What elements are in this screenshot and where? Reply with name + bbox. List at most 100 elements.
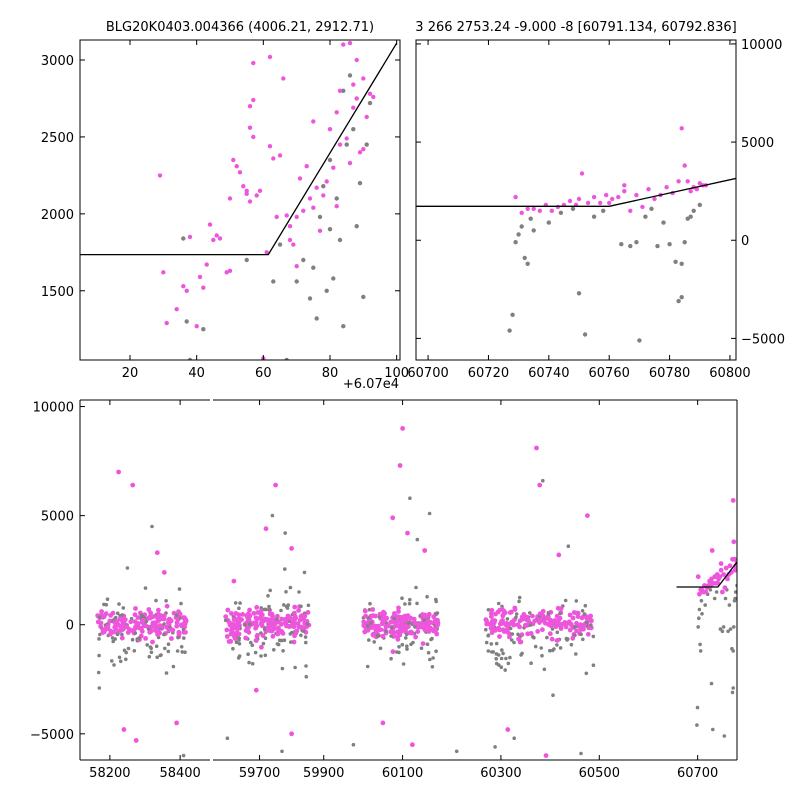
secondary-point bbox=[293, 665, 297, 670]
secondary-point bbox=[493, 745, 497, 749]
secondary-point bbox=[503, 668, 508, 672]
secondary-point bbox=[155, 655, 159, 660]
primary-point bbox=[435, 623, 440, 628]
secondary-point bbox=[120, 632, 124, 637]
secondary-point bbox=[584, 671, 589, 676]
primary-point bbox=[525, 206, 530, 211]
primary-point bbox=[409, 630, 415, 636]
secondary-point bbox=[576, 291, 582, 296]
primary-point bbox=[253, 687, 259, 693]
secondary-point bbox=[294, 279, 299, 284]
primary-point bbox=[100, 627, 106, 632]
secondary-point bbox=[712, 596, 717, 601]
secondary-point bbox=[344, 142, 349, 147]
secondary-point bbox=[430, 665, 435, 669]
primary-point bbox=[401, 624, 407, 630]
primary-point bbox=[578, 627, 584, 632]
secondary-point bbox=[125, 566, 130, 570]
secondary-point bbox=[546, 612, 551, 616]
secondary-point bbox=[591, 214, 597, 219]
secondary-point bbox=[507, 328, 512, 333]
secondary-point bbox=[262, 627, 267, 631]
secondary-point bbox=[591, 663, 596, 667]
primary-point bbox=[547, 617, 552, 623]
secondary-point bbox=[733, 590, 737, 594]
primary-point bbox=[524, 614, 530, 620]
primary-point bbox=[211, 237, 216, 243]
primary-point bbox=[399, 620, 404, 626]
primary-point bbox=[176, 609, 181, 614]
primary-point bbox=[217, 236, 223, 241]
primary-point bbox=[383, 624, 389, 629]
primary-point bbox=[622, 183, 627, 188]
secondary-point bbox=[510, 312, 515, 317]
secondary-point bbox=[649, 206, 654, 211]
primary-point bbox=[574, 610, 580, 616]
primary-point bbox=[392, 611, 397, 616]
secondary-point bbox=[112, 663, 116, 667]
primary-point bbox=[334, 204, 339, 209]
primary-point bbox=[254, 193, 259, 198]
season-points bbox=[223, 482, 312, 754]
primary-point bbox=[161, 616, 167, 622]
secondary-point bbox=[695, 705, 700, 710]
secondary-point bbox=[679, 295, 684, 300]
primary-point bbox=[688, 189, 693, 194]
y-tick-label: 0 bbox=[741, 234, 749, 249]
primary-point bbox=[351, 82, 356, 87]
model-curve bbox=[80, 42, 398, 256]
secondary-point bbox=[327, 227, 333, 232]
secondary-point bbox=[555, 630, 560, 635]
secondary-point bbox=[566, 544, 571, 548]
secondary-point bbox=[378, 646, 383, 651]
primary-point bbox=[247, 125, 253, 130]
secondary-point bbox=[579, 751, 583, 756]
secondary-point bbox=[723, 596, 728, 601]
primary-point bbox=[176, 629, 182, 635]
secondary-point bbox=[584, 620, 589, 625]
secondary-point bbox=[427, 511, 432, 516]
primary-point bbox=[505, 629, 510, 635]
secondary-point bbox=[513, 240, 518, 245]
primary-point bbox=[361, 619, 367, 625]
season-points bbox=[351, 426, 459, 754]
primary-point bbox=[147, 629, 153, 635]
secondary-point bbox=[409, 642, 413, 647]
secondary-point bbox=[237, 606, 241, 610]
secondary-point bbox=[179, 645, 184, 649]
secondary-point bbox=[341, 88, 346, 94]
recent-season-points bbox=[695, 498, 737, 738]
secondary-point bbox=[566, 637, 570, 641]
secondary-point bbox=[149, 646, 153, 651]
primary-point bbox=[364, 114, 369, 120]
primary-point bbox=[431, 614, 437, 620]
secondary-point bbox=[514, 615, 518, 620]
secondary-point bbox=[250, 643, 255, 648]
primary-point bbox=[420, 641, 426, 646]
primary-point bbox=[291, 639, 297, 645]
secondary-point bbox=[244, 257, 249, 263]
primary-point bbox=[255, 610, 261, 615]
primary-point bbox=[279, 616, 285, 622]
secondary-point bbox=[572, 625, 577, 629]
primary-point bbox=[139, 628, 145, 634]
primary-point bbox=[607, 200, 612, 206]
primary-point bbox=[164, 320, 169, 326]
primary-point bbox=[224, 270, 229, 275]
secondary-point bbox=[367, 638, 371, 642]
primary-point bbox=[361, 76, 366, 81]
y-tick-label: 5000 bbox=[741, 136, 774, 151]
secondary-point bbox=[454, 749, 459, 754]
primary-point bbox=[718, 561, 724, 566]
primary-point bbox=[286, 624, 292, 629]
secondary-point bbox=[733, 596, 737, 601]
x-tick-label: 80 bbox=[322, 366, 339, 381]
primary-point bbox=[291, 242, 296, 247]
primary-point bbox=[228, 639, 234, 644]
primary-point bbox=[269, 628, 275, 634]
primary-point bbox=[517, 624, 522, 630]
secondary-point bbox=[247, 660, 251, 665]
primary-point bbox=[157, 173, 163, 178]
recent-points bbox=[507, 126, 708, 343]
primary-point bbox=[234, 630, 240, 636]
